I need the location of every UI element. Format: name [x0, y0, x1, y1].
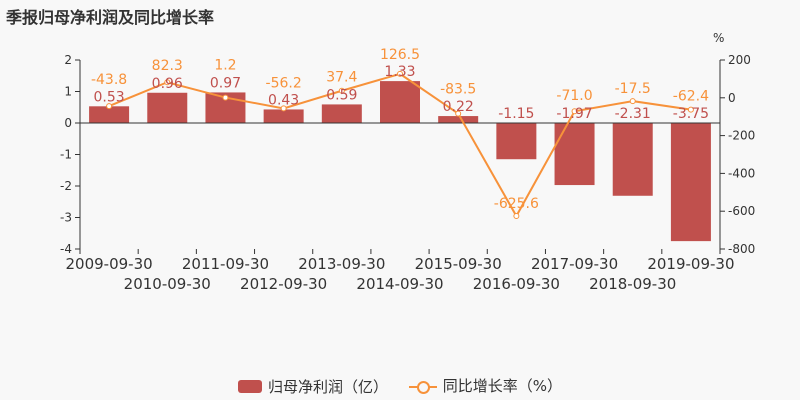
x-tick-label: 2011-09-30 [182, 255, 269, 273]
right-tick-label: -200 [728, 129, 755, 143]
bar-data-label: -1.15 [498, 106, 534, 122]
line-data-label: 82.3 [152, 58, 183, 74]
line-data-label: -625.6 [494, 196, 539, 212]
line-data-label: -56.2 [266, 75, 302, 91]
line-data-label: -62.4 [673, 89, 709, 105]
growth-point [629, 98, 636, 105]
growth-point [513, 213, 520, 220]
bar [321, 104, 362, 123]
line-data-label: -43.8 [91, 72, 127, 88]
bar [496, 123, 537, 160]
left-tick-label: -4 [60, 242, 72, 256]
line-data-label: 126.5 [380, 47, 420, 63]
growth-point [338, 87, 345, 94]
left-tick-label: -3 [60, 211, 72, 225]
legend-item-growth[interactable]: 同比增长率（%） [408, 375, 563, 396]
bar [147, 92, 188, 123]
bar [612, 123, 653, 196]
growth-point [397, 70, 403, 77]
left-tick-label: -1 [60, 148, 72, 162]
x-tick-label: 2010-09-30 [124, 275, 211, 293]
x-tick-label: 2013-09-30 [298, 255, 385, 273]
line-data-label: -83.5 [440, 82, 476, 98]
x-tick-label: 2014-09-30 [356, 275, 443, 293]
left-tick-label: 2 [64, 53, 72, 67]
bar [554, 123, 595, 186]
line-data-label: -71.0 [556, 88, 592, 104]
growth-point [571, 108, 578, 115]
bar-data-label: 0.53 [94, 89, 125, 105]
x-tick-label: 2015-09-30 [415, 255, 502, 273]
x-tick-label: 2009-09-30 [65, 255, 152, 273]
bar-data-label: 1.33 [384, 64, 415, 80]
chart-title: 季报归母净利润及同比增长率 [6, 8, 215, 27]
line-data-label: -17.5 [615, 81, 651, 97]
left-tick-label: 1 [64, 85, 72, 99]
bar-data-label: 0.96 [152, 76, 183, 92]
legend-label: 归母净利润（亿） [267, 377, 388, 396]
x-tick-label: 2016-09-30 [473, 275, 560, 293]
legend-item-profit[interactable]: 归母净利润（亿） [237, 376, 388, 397]
right-tick-label: -600 [728, 204, 755, 218]
x-tick-label: 2017-09-30 [531, 255, 618, 273]
legend: 归母净利润（亿） 同比增长率（%） [0, 375, 800, 397]
growth-point [164, 79, 171, 86]
right-axis-unit: % [713, 31, 725, 45]
bar-data-label: 0.97 [210, 75, 241, 91]
right-tick-label: 0 [728, 91, 736, 105]
bar-data-label: -3.75 [673, 106, 709, 122]
bar [670, 123, 711, 242]
growth-point [455, 110, 462, 117]
x-tick-label: 2018-09-30 [589, 275, 676, 293]
bar-data-label: 0.43 [268, 92, 299, 108]
line-data-label: 37.4 [326, 70, 357, 86]
right-tick-label: -400 [728, 166, 755, 180]
x-tick-label: 2012-09-30 [240, 275, 327, 293]
growth-point [222, 94, 229, 101]
bar [263, 109, 304, 123]
right-tick-label: 200 [728, 53, 751, 67]
legend-label: 同比增长率（%） [442, 377, 563, 395]
bar-data-label: 0.59 [326, 87, 357, 103]
legend-line-swatch [408, 379, 437, 394]
growth-point [280, 105, 287, 112]
left-tick-label: 0 [64, 116, 72, 130]
bar-data-label: 0.22 [443, 99, 474, 115]
growth-point [687, 106, 694, 113]
x-tick-label: 2019-09-30 [647, 255, 734, 273]
left-tick-label: -2 [60, 179, 72, 193]
bar-data-label: -2.31 [615, 106, 651, 122]
line-data-label: 1.2 [214, 58, 236, 74]
right-tick-label: -800 [728, 242, 755, 256]
bar [89, 106, 130, 123]
bar-data-label: -1.97 [556, 106, 592, 122]
growth-point [106, 103, 113, 110]
bar [438, 116, 479, 123]
legend-bar-swatch [237, 379, 262, 393]
bar [380, 81, 420, 123]
